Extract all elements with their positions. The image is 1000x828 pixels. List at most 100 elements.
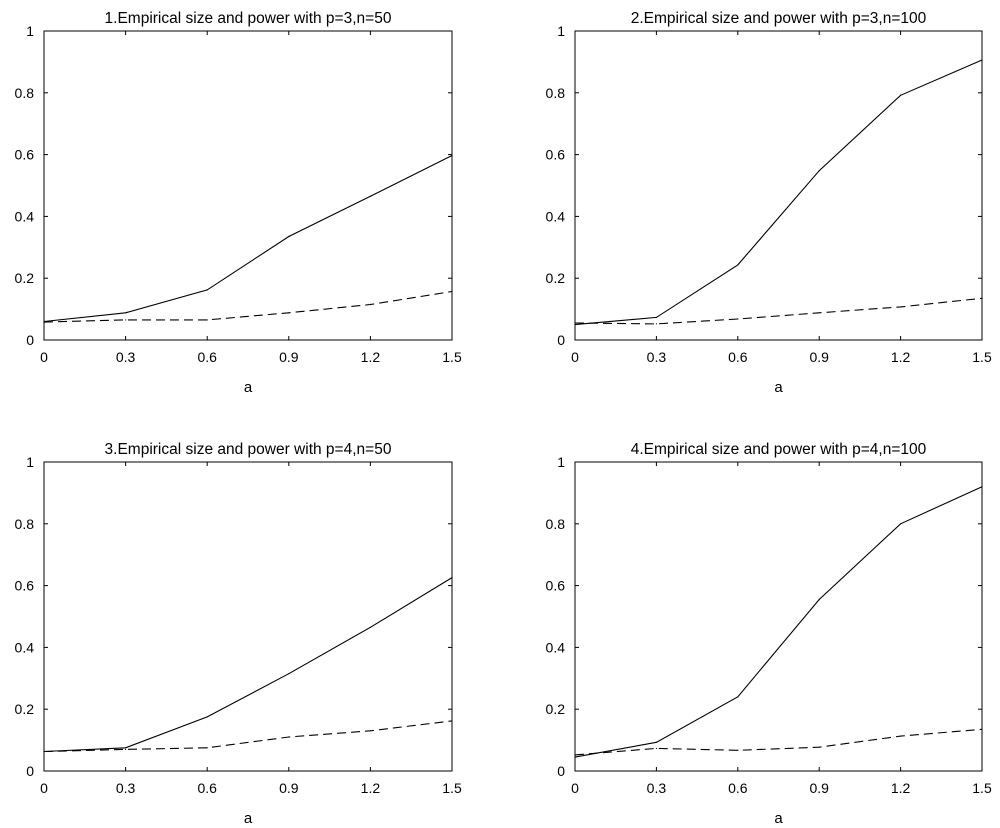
chart-title: 2.Empirical size and power with p=3,n=10… (631, 10, 927, 27)
x-tick-label: 0 (40, 780, 48, 796)
data-point-dashed (818, 312, 820, 314)
data-point-solid (818, 598, 820, 601)
series-line-solid (43, 155, 453, 323)
y-tick-label: 0.6 (15, 578, 35, 594)
data-point-solid (737, 264, 739, 266)
data-point-dashed (900, 735, 902, 737)
data-point-solid (206, 716, 208, 718)
x-axis-label: a (774, 379, 783, 396)
data-point-solid (125, 312, 127, 314)
data-point-dashed (369, 730, 371, 732)
y-tick-label: 0.6 (546, 147, 566, 163)
data-point-solid (451, 154, 453, 157)
chart-panel-1: 0 0.3 0.6 0.9 1.2 1.5 0 0.2 0.4 0.6 0.8 1 1.Empirica… (15, 10, 462, 396)
x-tick-label: 0 (40, 349, 48, 365)
data-point-solid (900, 94, 902, 96)
y-tick-label: 0.8 (546, 85, 566, 101)
series-line-solid (574, 59, 983, 326)
data-point-dashed (737, 749, 739, 751)
x-axis-label: a (244, 379, 253, 396)
data-point-solid (981, 486, 983, 488)
y-tick-label: 1 (26, 23, 34, 39)
chart-title: 4.Empirical size and power with p=4,n=10… (631, 441, 927, 458)
chart-title: 3.Empirical size and power with p=4,n=50 (105, 441, 392, 458)
x-tick-label: 1.5 (972, 780, 992, 796)
y-tick-label: 0 (26, 763, 34, 779)
data-point-solid (574, 756, 576, 758)
data-point-dashed (288, 736, 290, 738)
y-tick-label: 0 (26, 332, 34, 348)
data-point-dashed (981, 297, 983, 299)
chart-panel-3: 0 0.3 0.6 0.9 1.2 1.5 0 0.2 0.4 0.6 0.8 1 3.Empirica… (15, 441, 462, 827)
x-tick-label: 0 (571, 780, 579, 796)
x-tick-label: 0.9 (809, 780, 829, 796)
x-axis-label: a (774, 810, 783, 827)
y-tick-label: 0 (557, 763, 565, 779)
x-tick-label: 0.9 (279, 780, 299, 796)
x-tick-label: 0.9 (809, 349, 829, 365)
data-point-solid (655, 316, 658, 319)
x-tick-label: 1.2 (361, 780, 381, 796)
plot-area-frame (43, 30, 453, 341)
y-tick-label: 0.4 (546, 639, 566, 655)
chart-panel-2: 0 0.3 0.6 0.9 1.2 1.5 0 0.2 0.4 0.6 0.8 1 2.Empirica… (546, 10, 992, 396)
data-point-dashed (288, 312, 290, 314)
data-point-dashed (737, 318, 739, 320)
data-point-dashed (451, 720, 453, 722)
y-tick-label: 0.6 (546, 578, 566, 594)
y-tick-label: 0.2 (15, 270, 35, 286)
data-point-dashed (451, 290, 453, 293)
y-tick-label: 0.4 (15, 208, 35, 224)
x-tick-label: 0.3 (116, 780, 136, 796)
data-point-solid (737, 696, 739, 698)
data-point-solid (655, 741, 658, 743)
data-point-dashed (206, 319, 208, 321)
x-tick-label: 0.3 (647, 349, 667, 365)
series-line-dashed (574, 297, 983, 325)
x-tick-label: 1.5 (972, 349, 992, 365)
y-tick-label: 0.6 (15, 147, 35, 163)
series-line-solid (574, 486, 983, 758)
y-tick-label: 0.2 (546, 270, 566, 286)
x-tick-label: 0.6 (197, 349, 217, 365)
plot-area-frame (43, 461, 453, 772)
x-tick-label: 0.3 (647, 780, 667, 796)
x-tick-label: 0.9 (279, 349, 299, 365)
x-tick-label: 0.3 (116, 349, 136, 365)
y-tick-label: 1 (557, 23, 565, 39)
x-tick-label: 0.6 (197, 780, 217, 796)
data-point-dashed (981, 728, 983, 730)
data-point-solid (900, 523, 902, 525)
y-tick-label: 1 (557, 454, 565, 470)
data-point-solid (574, 323, 576, 326)
y-tick-label: 0.4 (546, 208, 566, 224)
data-point-dashed (369, 303, 371, 306)
y-tick-label: 0.4 (15, 639, 35, 655)
y-tick-label: 0.8 (15, 85, 35, 101)
data-point-solid (369, 195, 371, 197)
data-point-solid (288, 235, 290, 238)
x-tick-label: 0.6 (728, 349, 748, 365)
data-point-dashed (125, 748, 127, 750)
data-point-dashed (818, 746, 820, 748)
x-tick-label: 1.2 (891, 780, 911, 796)
data-point-dashed (655, 747, 658, 750)
data-point-solid (369, 626, 371, 628)
x-tick-label: 1.2 (361, 349, 381, 365)
y-tick-label: 0.2 (546, 701, 566, 717)
x-tick-label: 1.2 (891, 349, 911, 365)
data-point-dashed (655, 323, 658, 325)
series-line-solid (43, 577, 453, 753)
y-tick-label: 0 (557, 332, 565, 348)
x-axis-label: a (244, 810, 253, 827)
data-point-dashed (206, 747, 208, 749)
y-tick-label: 0.8 (546, 516, 566, 532)
chart-panel-4: 0 0.3 0.6 0.9 1.2 1.5 0 0.2 0.4 0.6 0.8 1 4.Empirica… (546, 441, 992, 827)
data-point-solid (288, 673, 290, 675)
data-point-solid (451, 576, 453, 579)
y-tick-label: 1 (26, 454, 34, 470)
x-tick-label: 1.5 (442, 780, 462, 796)
data-point-solid (125, 747, 127, 749)
y-tick-label: 0.8 (15, 516, 35, 532)
